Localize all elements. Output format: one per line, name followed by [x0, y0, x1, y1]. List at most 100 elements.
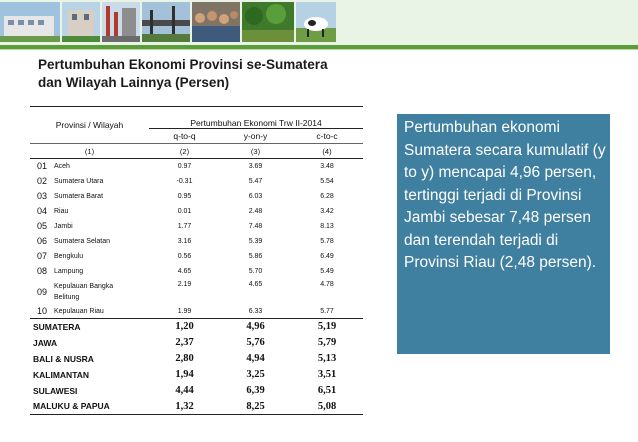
- table-row: 01 Aceh 0.97 3.69 3.48: [30, 159, 363, 174]
- value-ctoc: 8.13: [320, 222, 334, 230]
- value-yony: 2.48: [248, 207, 263, 215]
- region-qtoq: 1,20: [175, 321, 194, 333]
- table-row: 06 Sumatera Selatan 3.16 5.39 5.78: [30, 234, 363, 249]
- slide-title-line1: Pertumbuhan Ekonomi Provinsi se-Sumatera: [38, 57, 328, 72]
- region-yony: 5,76: [246, 337, 265, 348]
- region-name: SUMATERA: [33, 321, 81, 332]
- header-banner: [0, 0, 638, 45]
- region-yony: 4,94: [246, 353, 265, 364]
- province-name: Kepulauan Bangka Belitung: [54, 279, 149, 305]
- region-name: MALUKU & PAPUA: [30, 398, 149, 415]
- region-yony: 3,25: [246, 369, 265, 380]
- value-ctoc: 4.78: [320, 280, 334, 288]
- infrastructure-photo: [142, 2, 190, 42]
- province-name: Bengkulu: [54, 252, 84, 260]
- region-row: KALIMANTAN 1,94 3,25 3,51: [30, 367, 363, 383]
- value-yony: 5.47: [248, 177, 263, 185]
- region-name: SULAWESI: [33, 385, 78, 396]
- col-number-2: (2): [149, 143, 220, 159]
- region-qtoq: 4,44: [175, 385, 194, 396]
- province-name: Riau: [54, 207, 69, 215]
- value-ctoc: 6.49: [320, 252, 334, 260]
- market-crowd-photo: [192, 2, 240, 42]
- row-number: 01: [36, 161, 47, 172]
- region-ctoc: 5,19: [317, 321, 337, 333]
- region-row: JAWA 2,37 5,76 5,79: [30, 335, 363, 351]
- growth-table: Provinsi / Wilayah Pertumbuhan Ekonomi T…: [30, 106, 363, 415]
- table-row: 07 Bengkulu 0.56 5.86 6.49: [30, 249, 363, 264]
- row-number: 06: [36, 236, 47, 246]
- value-ctoc: 5.49: [320, 267, 334, 275]
- value-ctoc: 5.77: [291, 304, 363, 319]
- info-box-text: Pertumbuhan ekonomi Sumatera secara kumu…: [404, 119, 606, 271]
- slide-title: Pertumbuhan Ekonomi Provinsi se-Sumatera…: [38, 56, 378, 92]
- row-number: 07: [36, 251, 47, 261]
- table-row: 02 Sumatera Utara -0.31 5.47 5.54: [30, 174, 363, 189]
- value-qtoq: 2.19: [177, 280, 192, 288]
- info-box: [397, 114, 610, 354]
- region-yony: 8,25: [220, 398, 291, 415]
- value-ctoc: 5.54: [320, 177, 334, 185]
- value-qtoq: 1.77: [177, 222, 192, 230]
- province-name-line2: Belitung: [54, 293, 80, 301]
- factory-photo: [102, 2, 140, 42]
- value-ctoc: 3.42: [320, 207, 334, 215]
- row-number: 09: [36, 286, 47, 297]
- table-row: 10 Kepulauan Riau 1.99 6.33 5.77: [30, 304, 363, 319]
- row-number: 02: [36, 176, 47, 186]
- col-header-qtoq: q-to-q: [149, 128, 220, 144]
- col-header-ctoc: c-to-c: [291, 128, 363, 144]
- region-row: SULAWESI 4,44 6,39 6,51: [30, 383, 363, 399]
- col-header-yony: y-on-y: [220, 128, 291, 144]
- value-qtoq: -0.31: [176, 177, 193, 185]
- value-ctoc: 5.78: [320, 237, 334, 245]
- province-name: Sumatera Barat: [54, 192, 104, 200]
- value-qtoq: 0.95: [177, 192, 192, 200]
- value-qtoq: 0.56: [177, 252, 192, 260]
- table-row: 08 Lampung 4.65 5.70 5.49: [30, 264, 363, 279]
- header-divider-light: [0, 49, 638, 50]
- table-row: 05 Jambi 1.77 7.48 8.13: [30, 219, 363, 234]
- region-name: KALIMANTAN: [33, 369, 90, 380]
- value-yony: 7.48: [248, 222, 263, 230]
- row-number: 03: [36, 191, 47, 201]
- value-yony: 6.33: [220, 304, 291, 319]
- value-qtoq: 3.16: [177, 237, 192, 245]
- value-yony: 5.70: [248, 267, 263, 275]
- region-qtoq: 2,80: [175, 353, 194, 364]
- region-ctoc: 5,13: [317, 353, 337, 364]
- value-qtoq: 0.97: [177, 162, 192, 170]
- province-name: Jambi: [54, 222, 73, 230]
- province-name: Kepulauan Riau: [54, 304, 149, 319]
- building-photo: [62, 2, 100, 42]
- value-ctoc: 6.28: [320, 192, 334, 200]
- col-number-3: (3): [220, 143, 291, 159]
- region-yony: 4,96: [246, 321, 265, 333]
- region-ctoc: 3,51: [317, 369, 337, 380]
- region-qtoq: 1,32: [149, 398, 220, 415]
- row-number: 05: [36, 221, 47, 231]
- value-yony: 5.86: [248, 252, 263, 260]
- value-qtoq: 1.99: [149, 304, 220, 319]
- cattle-photo: [296, 2, 336, 42]
- plantation-photo: [242, 2, 294, 42]
- table-row: 03 Sumatera Barat 0.95 6.03 6.28: [30, 189, 363, 204]
- value-yony: 4.65: [248, 280, 263, 288]
- value-yony: 3.69: [248, 162, 263, 170]
- province-name: Sumatera Utara: [54, 177, 104, 185]
- province-name: Sumatera Selatan: [54, 237, 111, 245]
- province-name: Lampung: [54, 267, 84, 275]
- province-name: Aceh: [54, 162, 70, 170]
- row-number: 10: [30, 304, 54, 319]
- region-row: MALUKU & PAPUA 1,32 8,25 5,08: [30, 398, 363, 415]
- col-header-group: Pertumbuhan Ekonomi Trw II-2014: [149, 106, 363, 129]
- table-row: 09 Kepulauan Bangka Belitung 2.19 4.65 4…: [30, 279, 363, 305]
- region-qtoq: 2,37: [175, 337, 194, 348]
- region-row: SUMATERA 1,20 4,96 5,19: [30, 319, 363, 335]
- value-qtoq: 4.65: [177, 267, 192, 275]
- region-name: JAWA: [33, 337, 58, 348]
- value-ctoc: 3.48: [320, 162, 334, 170]
- office-building-photo: [0, 2, 60, 42]
- row-number: 08: [36, 266, 47, 276]
- region-name: BALI & NUSRA: [33, 353, 94, 364]
